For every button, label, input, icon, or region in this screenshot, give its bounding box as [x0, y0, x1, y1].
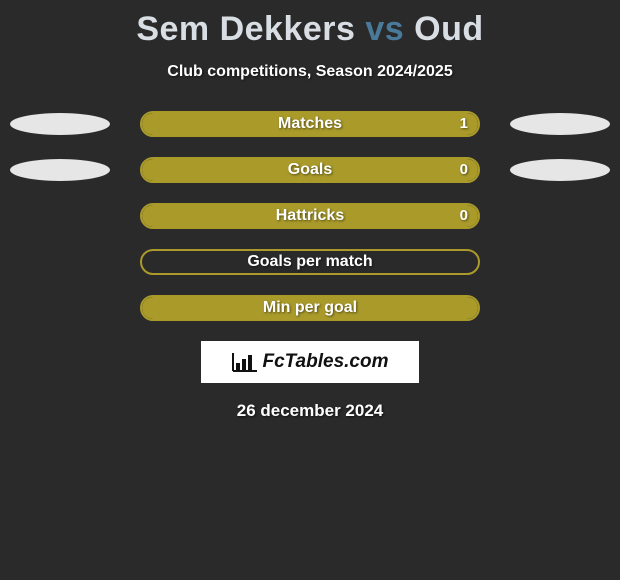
stat-row: Min per goal — [0, 295, 620, 321]
date-text: 26 december 2024 — [0, 401, 620, 421]
stat-value: 1 — [460, 113, 468, 135]
stat-value: 0 — [460, 159, 468, 181]
right-value-pill — [510, 159, 610, 181]
stat-label: Goals per match — [142, 251, 478, 273]
stat-bar: Goals0 — [140, 157, 480, 183]
brand-text: FcTables.com — [262, 351, 388, 373]
stat-bar: Hattricks0 — [140, 203, 480, 229]
subtitle: Club competitions, Season 2024/2025 — [0, 63, 620, 81]
right-value-pill — [510, 113, 610, 135]
stat-label: Goals — [142, 159, 478, 181]
stat-label: Hattricks — [142, 205, 478, 227]
stat-value: 0 — [460, 205, 468, 227]
stat-label: Min per goal — [142, 297, 478, 319]
stat-bar: Min per goal — [140, 295, 480, 321]
stat-bar: Goals per match — [140, 249, 480, 275]
stat-row: Matches1 — [0, 111, 620, 137]
player1-name: Sem Dekkers — [136, 10, 355, 48]
stat-row: Hattricks0 — [0, 203, 620, 229]
vs-text: vs — [365, 10, 404, 48]
stat-bar: Matches1 — [140, 111, 480, 137]
stats-container: Matches1Goals0Hattricks0Goals per matchM… — [0, 111, 620, 321]
left-value-pill — [10, 159, 110, 181]
bar-chart-icon — [231, 351, 259, 373]
player2-name: Oud — [414, 10, 483, 48]
left-value-pill — [10, 113, 110, 135]
stat-label: Matches — [142, 113, 478, 135]
page-title: Sem Dekkers vs Oud — [0, 0, 620, 49]
stat-row: Goals0 — [0, 157, 620, 183]
stat-row: Goals per match — [0, 249, 620, 275]
brand-badge[interactable]: FcTables.com — [201, 341, 419, 383]
